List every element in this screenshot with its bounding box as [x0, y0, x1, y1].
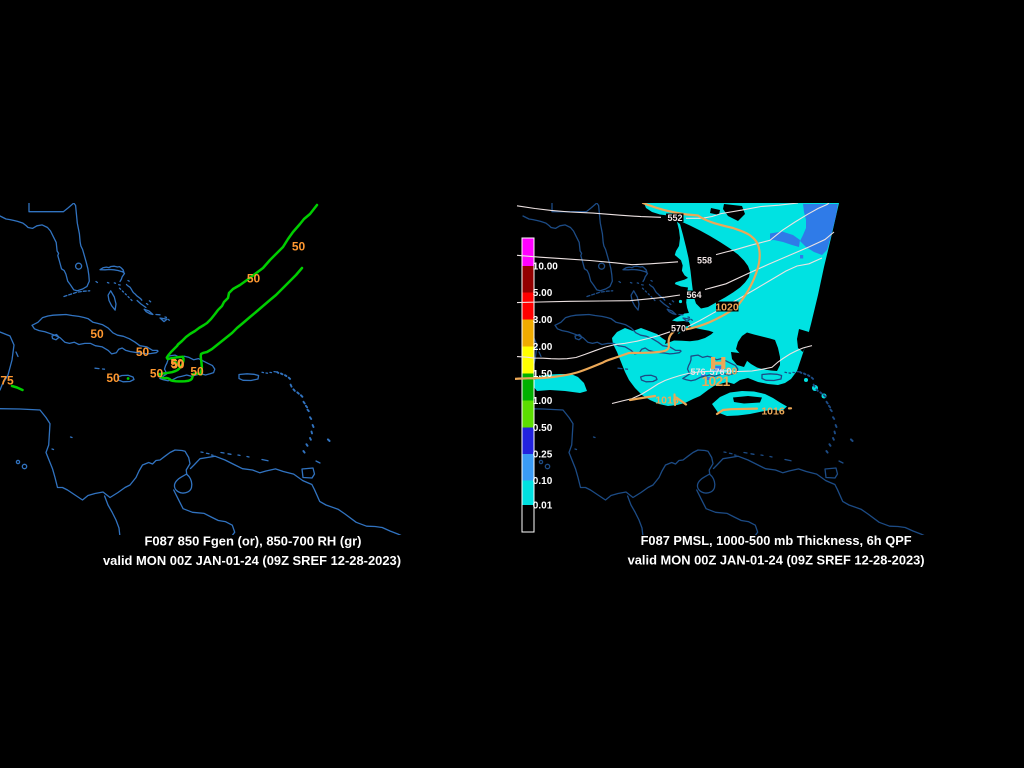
svg-text:558: 558: [697, 255, 712, 265]
svg-text:576: 576: [690, 367, 705, 377]
svg-text:valid MON 00Z JAN-01-24 (09Z S: valid MON 00Z JAN-01-24 (09Z SREF 12-28-…: [628, 553, 925, 568]
svg-text:10.00: 10.00: [533, 262, 558, 273]
svg-text:576: 576: [709, 367, 724, 377]
svg-text:1016: 1016: [761, 405, 785, 417]
svg-text:3.00: 3.00: [533, 315, 553, 326]
svg-text:1020: 1020: [715, 301, 739, 313]
svg-text:F087 PMSL, 1000-500 mb Thickne: F087 PMSL, 1000-500 mb Thickness, 6h QPF: [641, 533, 912, 548]
svg-text:50: 50: [190, 365, 204, 379]
svg-text:50: 50: [292, 240, 306, 254]
svg-text:1.00: 1.00: [533, 396, 553, 407]
svg-text:1016: 1016: [655, 395, 679, 407]
svg-text:0.10: 0.10: [533, 476, 553, 487]
svg-text:570: 570: [671, 323, 686, 333]
svg-text:0.25: 0.25: [533, 450, 553, 461]
svg-text:552: 552: [667, 213, 682, 223]
svg-text:50: 50: [150, 367, 164, 381]
svg-text:F087 850 Fgen (or), 850-700 RH: F087 850 Fgen (or), 850-700 RH (gr): [145, 533, 362, 548]
svg-text:50: 50: [247, 272, 261, 286]
svg-text:50: 50: [136, 345, 150, 359]
svg-text:1.50: 1.50: [533, 369, 553, 380]
svg-text:50: 50: [90, 327, 104, 341]
svg-text:5.00: 5.00: [533, 288, 553, 299]
svg-text:50: 50: [170, 357, 184, 371]
svg-text:75: 75: [0, 374, 14, 388]
svg-text:0.01: 0.01: [533, 501, 553, 512]
svg-text:564: 564: [686, 290, 701, 300]
svg-text:50: 50: [171, 357, 185, 371]
svg-text:0: 0: [726, 367, 731, 377]
svg-text:20: 20: [726, 365, 738, 377]
svg-text:0.50: 0.50: [533, 423, 553, 434]
svg-text:50: 50: [106, 371, 120, 385]
svg-text:valid MON 00Z JAN-01-24 (09Z S: valid MON 00Z JAN-01-24 (09Z SREF 12-28-…: [103, 553, 401, 568]
svg-text:1021: 1021: [702, 373, 731, 389]
svg-text:2.00: 2.00: [533, 342, 553, 353]
